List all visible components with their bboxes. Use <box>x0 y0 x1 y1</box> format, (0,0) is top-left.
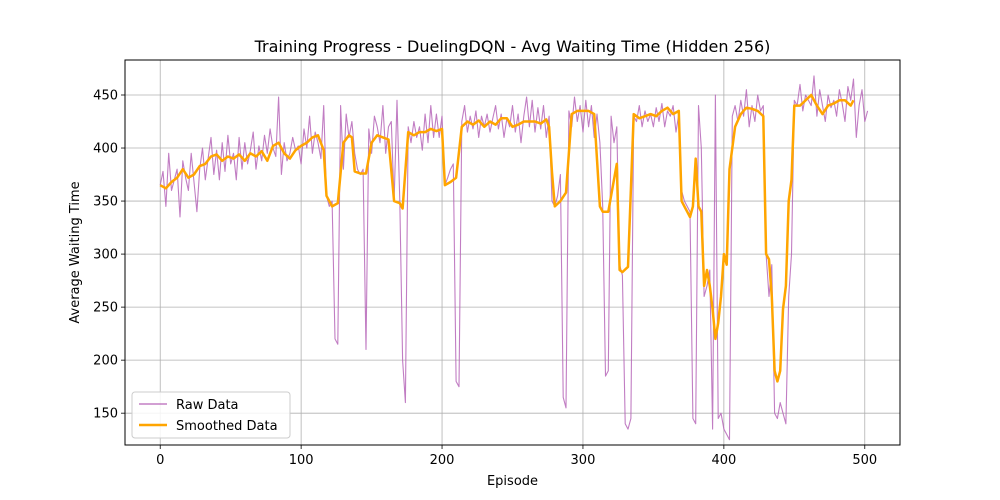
y-tick-label: 350 <box>93 195 118 210</box>
x-tick-label: 200 <box>430 453 455 468</box>
x-axis-title: Episode <box>487 474 538 489</box>
y-tick-label: 300 <box>93 248 118 263</box>
x-tick-label: 300 <box>571 453 596 468</box>
series-line-smoothed-data <box>159 93 855 383</box>
legend-label-raw-data: Raw Data <box>176 398 239 413</box>
x-tick-label: 0 <box>156 453 164 468</box>
y-tick-label: 400 <box>93 142 118 157</box>
series-line-raw-data <box>159 75 869 441</box>
y-tick-label: 250 <box>93 301 118 316</box>
x-tick-label: 400 <box>711 453 736 468</box>
legend-box <box>131 391 291 439</box>
x-tick-label: 500 <box>852 453 877 468</box>
legend-label-smoothed-data: Smoothed Data <box>176 419 278 434</box>
chart-title: Training Progress - DuelingDQN - Avg Wai… <box>254 37 771 56</box>
legend: Raw Data Smoothed Data <box>131 391 291 439</box>
y-axis-title: Average Waiting Time <box>68 181 83 323</box>
ticks: 0 100 200 300 400 500 150 200 250 300 350 400 450 <box>93 89 877 469</box>
series-layer <box>159 75 869 441</box>
y-tick-label: 450 <box>93 89 118 104</box>
x-tick-label: 100 <box>289 453 314 468</box>
plot-frame <box>124 59 901 446</box>
y-tick-label: 200 <box>93 354 118 369</box>
y-tick-label: 150 <box>93 407 118 422</box>
